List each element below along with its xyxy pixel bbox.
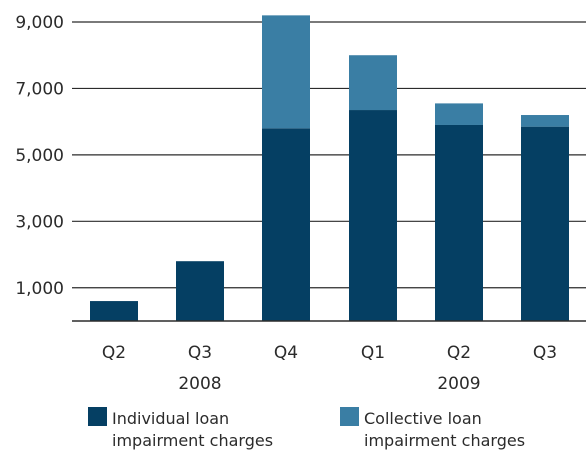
gridlines bbox=[72, 21, 586, 289]
bar-collective bbox=[521, 115, 569, 127]
legend-swatch bbox=[88, 407, 107, 426]
y-tick-label: 7,000 bbox=[15, 79, 64, 99]
bar-individual bbox=[176, 261, 224, 321]
year-label: 2008 bbox=[178, 374, 221, 394]
legend-label: Individual loan bbox=[112, 409, 229, 428]
x-tick-label: Q2 bbox=[447, 343, 471, 363]
legend-swatch bbox=[340, 407, 359, 426]
legend-label: Collective loan bbox=[364, 409, 482, 428]
bar-collective bbox=[262, 15, 310, 129]
year-label: 2009 bbox=[437, 374, 480, 394]
x-tick-label: Q4 bbox=[274, 343, 298, 363]
y-tick-label: 9,000 bbox=[15, 13, 64, 33]
legend-label: impairment charges bbox=[364, 431, 525, 450]
bars bbox=[90, 15, 569, 322]
bar-individual bbox=[435, 124, 483, 321]
bar-collective bbox=[435, 103, 483, 125]
y-tick-label: 3,000 bbox=[15, 212, 64, 232]
y-tick-label: 1,000 bbox=[15, 279, 64, 299]
bar-individual bbox=[90, 301, 138, 321]
legend: Individual loan impairment charges Collect… bbox=[88, 407, 525, 450]
legend-label: impairment charges bbox=[112, 431, 273, 450]
x-tick-label: Q2 bbox=[102, 343, 126, 363]
bar-individual bbox=[521, 126, 569, 322]
x-tick-label: Q3 bbox=[188, 343, 212, 363]
x-tick-label: Q1 bbox=[361, 343, 385, 363]
axes: 1,000 3,000 5,000 7,000 9,000 Q2 Q3 Q4 Q1 Q2 Q3 200… bbox=[15, 13, 586, 394]
bar-individual bbox=[262, 128, 310, 321]
x-tick-label: Q3 bbox=[533, 343, 557, 363]
y-tick-label: 5,000 bbox=[15, 146, 64, 166]
bar-individual bbox=[349, 110, 397, 322]
bar-collective bbox=[349, 55, 397, 111]
